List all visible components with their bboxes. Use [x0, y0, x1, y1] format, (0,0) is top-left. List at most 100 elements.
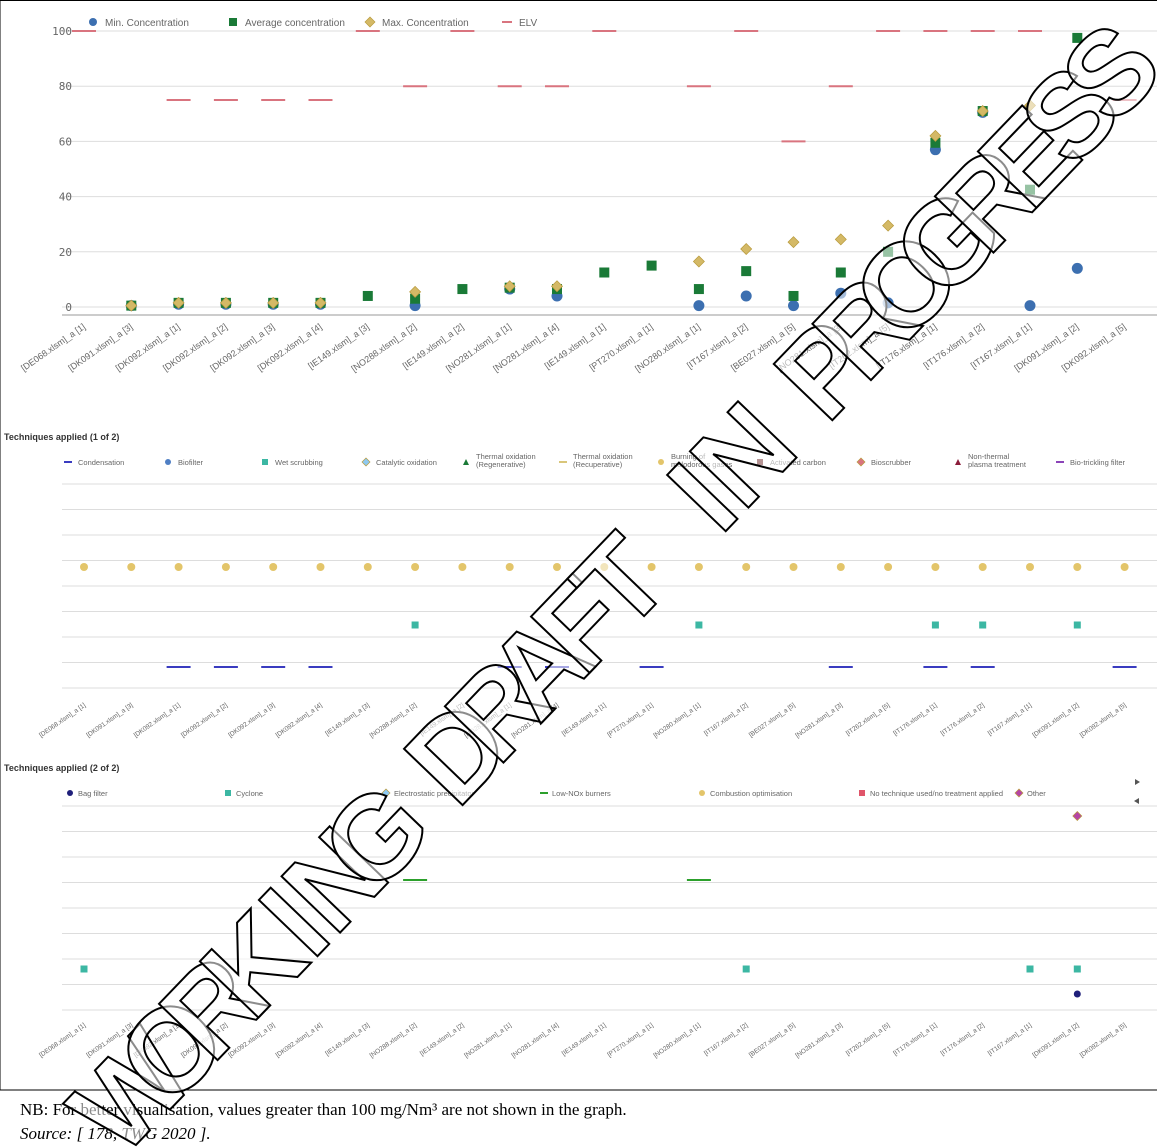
- point-max-concentration: [314, 296, 327, 309]
- point-min-concentration: [1071, 262, 1083, 274]
- scroll-left-icon: [1134, 798, 1139, 804]
- legend-label-bag-filter: Bag filter: [78, 789, 108, 798]
- x-tick-label: [IE149.xlsm]_a [2]: [419, 1022, 466, 1058]
- x-tick-label: [DK092.xlsm]_a [1]: [133, 1022, 182, 1059]
- point-wet-scrubbing: [931, 621, 939, 629]
- legend-marker-bioscrubber: [856, 457, 866, 467]
- point-burning-of-malodorous-gases: [978, 563, 987, 571]
- point-max-concentration: [125, 299, 138, 312]
- x-tick-label: [BE027.xlsm]_a [5]: [748, 1022, 797, 1059]
- point-other: [1072, 811, 1083, 821]
- point-max-concentration: [692, 255, 705, 268]
- x-tick-label: [IT176.xlsm]_a [2]: [940, 702, 986, 737]
- point-burning-of-malodorous-gases: [316, 563, 325, 571]
- legend-label-low-nox-burners: Low-NOx burners: [552, 789, 611, 798]
- point-min-concentration: [740, 290, 752, 302]
- point-burning-of-malodorous-gases: [363, 563, 372, 571]
- point-wet-scrubbing: [695, 621, 703, 629]
- x-tick-label: [IT176.xlsm]_a [2]: [940, 1022, 986, 1057]
- x-tick-label: [DK092.xlsm]_a [1]: [133, 702, 182, 739]
- y-tick-label: 100: [52, 25, 72, 38]
- panel-title: Techniques applied (1 of 2): [4, 432, 119, 442]
- point-wet-scrubbing: [1073, 621, 1081, 629]
- point-bag-filter: [1073, 990, 1081, 998]
- x-tick-label: [IE149.xlsm]_a [3]: [324, 1022, 371, 1058]
- legend-label-bioscrubber: Bioscrubber: [871, 458, 912, 467]
- point-burning-of-malodorous-gases: [553, 563, 561, 571]
- x-tick-label: [IT167.xlsm]_a [1]: [987, 1022, 1033, 1057]
- point-max-concentration: [1024, 99, 1036, 112]
- point-burning-of-malodorous-gases: [600, 563, 609, 571]
- point-average-concentration: [410, 293, 421, 304]
- legend-marker-max-concentration: [364, 16, 376, 28]
- point-burning-of-malodorous-gases: [458, 563, 467, 571]
- x-tick-label: [DK092.xlsm]_a [3]: [227, 1022, 276, 1059]
- x-tick-label: [NO280.xlsm]_a [1]: [652, 1022, 702, 1060]
- point-max-concentration: [929, 129, 942, 142]
- point-average-concentration: [788, 290, 799, 301]
- point-cyclone: [1073, 965, 1081, 973]
- point-max-concentration: [787, 236, 800, 249]
- point-max-concentration: [882, 219, 895, 232]
- point-average-concentration: [1072, 32, 1083, 43]
- y-tick-label: 40: [59, 191, 72, 204]
- legend-label-average-concentration: Average concentration: [245, 18, 345, 29]
- point-max-concentration: [409, 285, 422, 298]
- legend-label-elv: ELV: [519, 18, 537, 29]
- point-cyclone: [1026, 965, 1034, 973]
- x-tick-label: [IT167.xlsm]_a [1]: [987, 702, 1033, 737]
- point-average-concentration: [646, 260, 657, 271]
- y-tick-label: 0: [65, 301, 72, 314]
- x-tick-label: [DK092.xlsm]_a [5]: [1079, 1022, 1128, 1059]
- legend-marker-non-thermal-plasma-treatment: [955, 459, 961, 465]
- panel-title: Techniques applied (2 of 2): [4, 763, 119, 773]
- legend-marker-wet-scrubbing: [262, 459, 268, 465]
- legend-marker-combustion-optimisation: [699, 790, 705, 796]
- point-max-concentration: [219, 296, 232, 309]
- legend-label-thermal-oxidation-regenerative: Thermal oxidation (Regenerative): [476, 452, 536, 469]
- point-burning-of-malodorous-gases: [221, 563, 230, 571]
- point-max-concentration: [740, 243, 753, 256]
- x-tick-label: [BE027.xlsm]_a [5]: [748, 702, 797, 739]
- x-tick-label: [DK091.xlsm]_a [2]: [1031, 1022, 1080, 1059]
- point-average-concentration: [457, 284, 468, 295]
- legend-marker-thermal-oxidation-regenerative: [463, 459, 469, 465]
- x-tick-label: [IE149.xlsm]_a [3]: [324, 702, 371, 738]
- legend-label-no-technique-used-no-treatment-applied: No technique used/no treatment applied: [870, 789, 1003, 798]
- point-average-concentration: [693, 284, 704, 295]
- legend-label-max-concentration: Max. Concentration: [382, 18, 469, 29]
- point-average-concentration: [741, 266, 752, 277]
- point-max-concentration: [551, 280, 563, 293]
- point-burning-of-malodorous-gases: [742, 563, 751, 571]
- x-tick-label: [IT167.xlsm]_a [2]: [703, 702, 749, 737]
- x-tick-label: [NO281.xlsm]_a [3]: [794, 1022, 844, 1060]
- legend-marker-electrostatic-precipitator: [381, 788, 391, 798]
- legend-marker-cyclone: [225, 790, 231, 796]
- x-tick-label: [IT262.xlsm]_a [5]: [845, 702, 891, 737]
- x-tick-label: [IT262.xlsm]_a [5]: [845, 1022, 891, 1057]
- y-tick-label: 60: [59, 135, 72, 148]
- legend-label-biofilter: Biofilter: [178, 458, 204, 467]
- legend-label-condensation: Condensation: [78, 458, 124, 467]
- point-burning-of-malodorous-gases: [931, 563, 940, 571]
- legend-label-activated-carbon: Activated carbon: [770, 458, 826, 467]
- legend-label-thermal-oxidation-recuperative: Thermal oxidation (Recuperative): [573, 452, 633, 469]
- x-tick-label: [DK091.xlsm]_a [3]: [85, 702, 134, 739]
- source-note: Source: [ 178, TWG 2020 ].: [20, 1124, 211, 1143]
- legend-label-electrostatic-precipitator: Electrostatic precipitator: [394, 789, 475, 798]
- point-burning-of-malodorous-gases: [411, 563, 420, 571]
- x-tick-label: [IT176.xlsm]_a [1]: [892, 1022, 938, 1057]
- point-burning-of-malodorous-gases: [1026, 563, 1034, 571]
- legend-marker-no-technique-used-no-treatment-applied: [859, 790, 865, 796]
- point-wet-scrubbing: [979, 621, 987, 629]
- point-cyclone: [80, 965, 88, 973]
- point-burning-of-malodorous-gases: [1073, 563, 1082, 571]
- x-tick-label: [IE149.xlsm]_a [1]: [561, 702, 608, 738]
- legend-marker-activated-carbon: [757, 459, 763, 465]
- x-tick-label: [IE149.xlsm]_a [2]: [419, 702, 466, 738]
- x-tick-label: [DK091.xlsm]_a [2]: [1031, 702, 1080, 739]
- point-average-concentration: [835, 267, 846, 278]
- legend-marker-other: [1014, 788, 1024, 798]
- point-burning-of-malodorous-gases: [884, 563, 893, 571]
